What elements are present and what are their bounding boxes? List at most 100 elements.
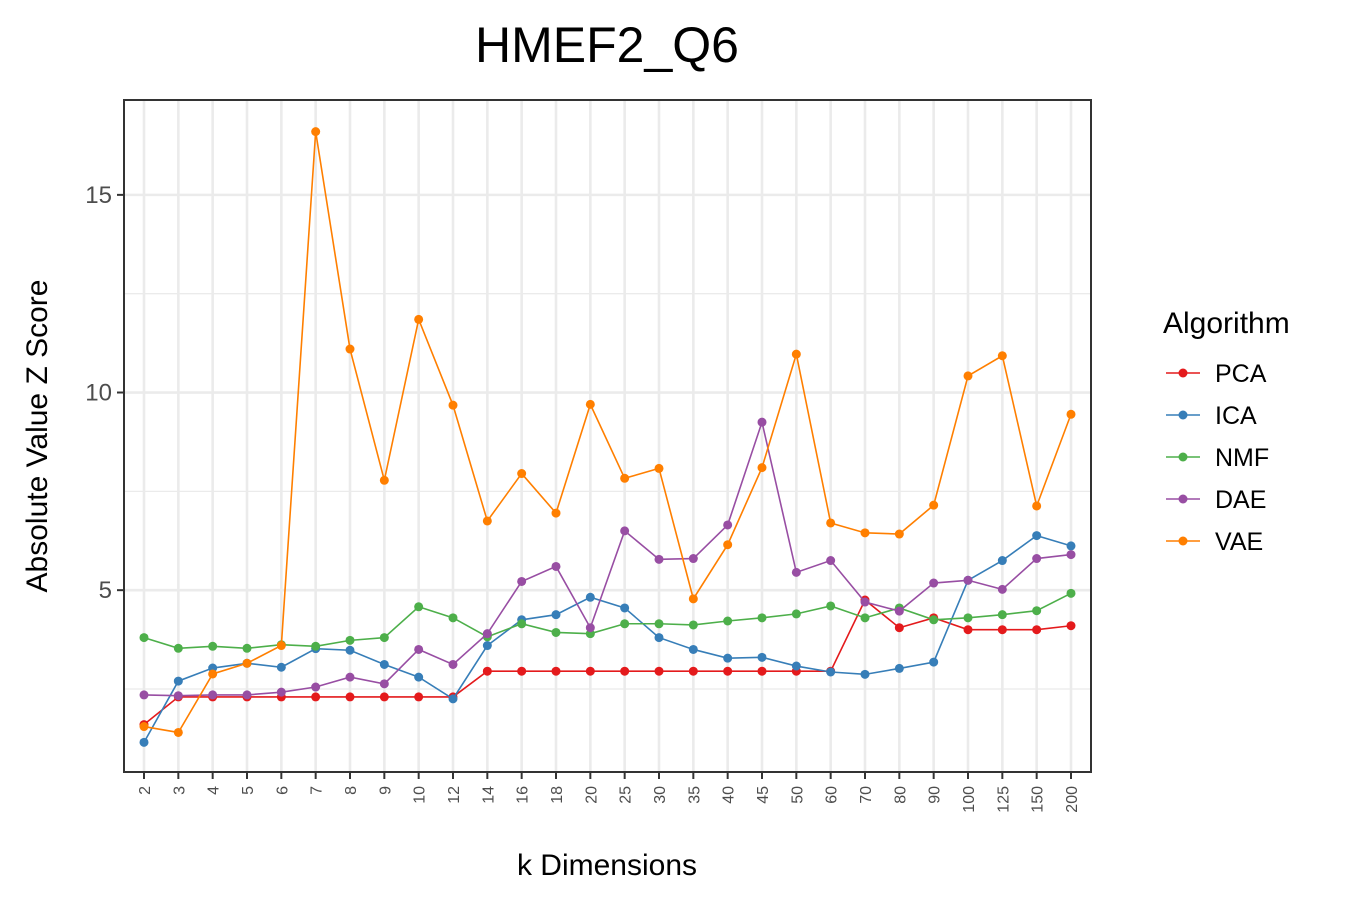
x-tick-label: 6: [274, 786, 291, 795]
data-point-nmf: [551, 627, 561, 637]
data-point-ica: [1032, 531, 1042, 541]
x-tick-label: 30: [652, 786, 669, 804]
data-point-dae: [860, 597, 870, 607]
data-point-vae: [414, 314, 424, 324]
data-point-dae: [482, 629, 492, 639]
data-point-vae: [482, 516, 492, 526]
legend-marker: [1178, 410, 1188, 420]
x-tick-label: 14: [480, 786, 497, 804]
x-tick-label: 125: [995, 786, 1012, 813]
data-point-dae: [517, 576, 527, 586]
x-tick-label: 8: [343, 786, 360, 795]
y-tick-label: 15: [85, 182, 112, 209]
data-point-ica: [929, 657, 939, 667]
data-point-pca: [963, 625, 973, 635]
data-point-dae: [414, 644, 424, 654]
data-point-dae: [448, 659, 458, 669]
legend-label: VAE: [1215, 528, 1263, 556]
series-line-nmf: [143, 592, 1072, 650]
data-point-nmf: [1032, 606, 1042, 616]
x-tick-label: 2: [137, 786, 154, 795]
data-point-vae: [860, 528, 870, 538]
data-point-ica: [791, 661, 801, 671]
series-lines: [139, 127, 1076, 747]
data-point-ica: [723, 653, 733, 663]
data-point-vae: [311, 127, 321, 137]
data-point-dae: [1032, 554, 1042, 564]
legend-item-ica: ICA: [1166, 402, 1257, 430]
legend-marker: [1178, 536, 1188, 546]
data-point-ica: [894, 663, 904, 673]
data-point-vae: [448, 400, 458, 410]
data-point-nmf: [963, 613, 973, 623]
x-tick-label: 4: [206, 786, 223, 795]
x-tick-label: 20: [583, 786, 600, 804]
data-point-ica: [757, 652, 767, 662]
series-line-vae: [143, 131, 1072, 734]
x-tick-label: 5: [240, 786, 257, 795]
series-vae: [139, 127, 1076, 737]
data-point-dae: [826, 556, 836, 566]
data-point-vae: [791, 349, 801, 359]
data-point-pca: [1032, 625, 1042, 635]
data-point-nmf: [379, 633, 389, 643]
x-tick-label: 100: [961, 786, 978, 813]
data-point-ica: [139, 737, 149, 747]
x-tick-label: 12: [446, 786, 463, 804]
data-point-vae: [1032, 501, 1042, 511]
data-point-dae: [345, 672, 355, 682]
legend-marker: [1178, 494, 1188, 504]
data-point-dae: [311, 682, 321, 692]
x-tick-label: 18: [549, 786, 566, 804]
legend-item-nmf: NMF: [1166, 444, 1269, 472]
data-point-vae: [208, 669, 218, 679]
x-tick-label: 10: [412, 786, 429, 804]
data-point-dae: [551, 561, 561, 571]
data-point-nmf: [757, 613, 767, 623]
x-tick-label: 80: [892, 786, 909, 804]
data-point-vae: [757, 463, 767, 473]
data-point-nmf: [1066, 588, 1076, 598]
x-tick-label: 35: [686, 786, 703, 804]
data-point-dae: [1066, 550, 1076, 560]
data-point-ica: [997, 556, 1007, 566]
data-point-dae: [379, 679, 389, 689]
data-point-vae: [379, 475, 389, 485]
data-point-dae: [276, 687, 286, 697]
data-point-dae: [791, 567, 801, 577]
legend-item-vae: VAE: [1166, 528, 1263, 556]
data-point-vae: [242, 658, 252, 668]
data-point-nmf: [242, 643, 252, 653]
data-point-dae: [139, 690, 149, 700]
x-tick-label: 40: [721, 786, 738, 804]
data-point-pca: [414, 692, 424, 702]
data-point-nmf: [311, 641, 321, 651]
data-point-dae: [894, 606, 904, 616]
data-point-ica: [379, 659, 389, 669]
data-point-vae: [654, 463, 664, 473]
data-point-ica: [688, 644, 698, 654]
data-point-vae: [173, 727, 183, 737]
x-tick-label: 50: [789, 786, 806, 804]
data-point-vae: [997, 351, 1007, 361]
data-point-pca: [379, 692, 389, 702]
data-point-nmf: [139, 633, 149, 643]
data-point-nmf: [208, 641, 218, 651]
data-point-nmf: [620, 619, 630, 629]
data-point-nmf: [929, 615, 939, 625]
series-line-ica: [143, 534, 1072, 743]
series-dae: [139, 417, 1076, 701]
data-point-dae: [757, 417, 767, 427]
x-tick-label: 60: [824, 786, 841, 804]
data-point-dae: [654, 554, 664, 564]
data-point-ica: [1066, 541, 1076, 551]
data-point-vae: [585, 399, 595, 409]
data-point-dae: [173, 691, 183, 701]
data-point-dae: [688, 554, 698, 564]
data-point-vae: [551, 508, 561, 518]
data-point-nmf: [448, 613, 458, 623]
data-point-nmf: [654, 619, 664, 629]
data-point-nmf: [345, 635, 355, 645]
